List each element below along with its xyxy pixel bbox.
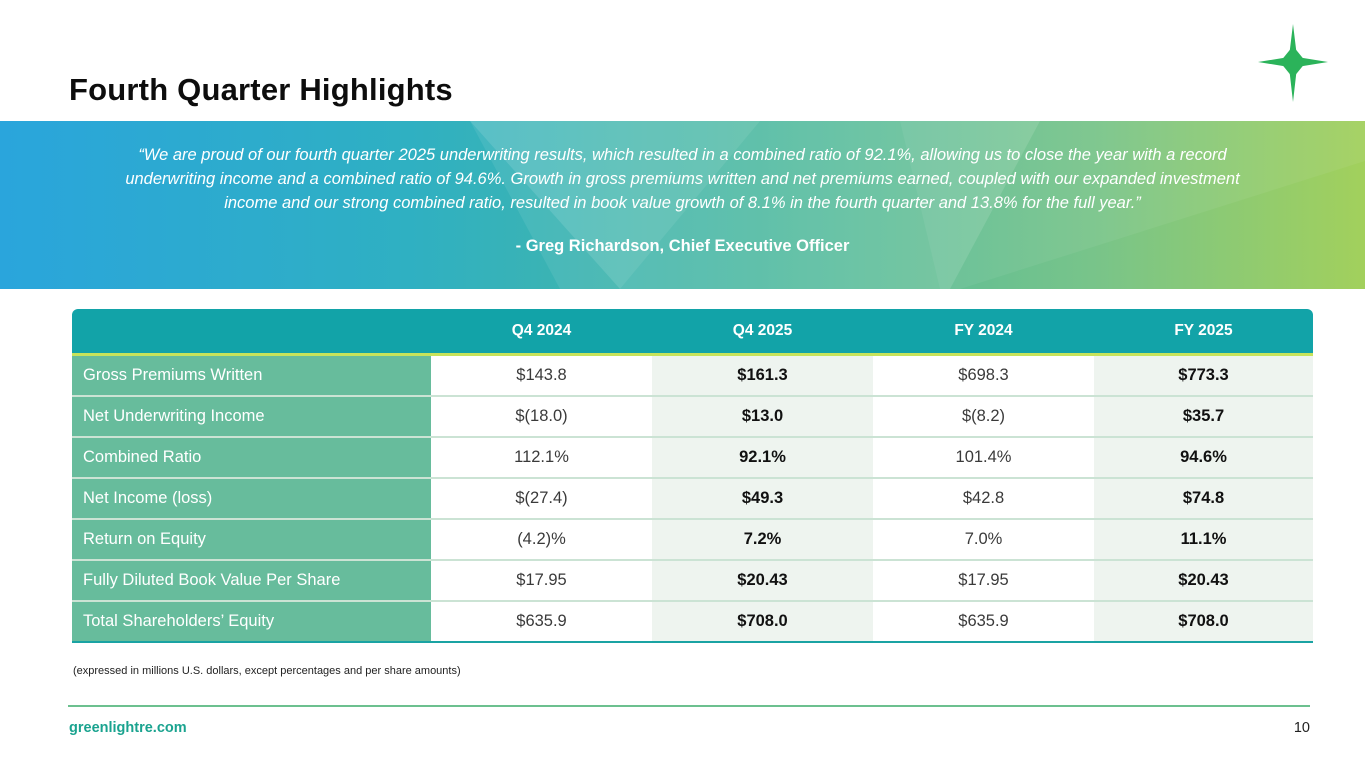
- cell-fy-2024: 101.4%: [873, 438, 1094, 477]
- cell-fy-2025: $74.8: [1094, 479, 1313, 518]
- cell-fy-2025: $35.7: [1094, 397, 1313, 436]
- cell-q4-2025: $49.3: [652, 479, 873, 518]
- cell-q4-2024: $143.8: [431, 356, 652, 395]
- quote-author: - Greg Richardson, Chief Executive Offic…: [515, 237, 850, 255]
- row-label: Gross Premiums Written: [72, 356, 431, 395]
- cell-fy-2025: 11.1%: [1094, 520, 1313, 559]
- table-header: Q4 2024 Q4 2025 FY 2024 FY 2025: [72, 309, 1313, 353]
- cell-q4-2025: 92.1%: [652, 438, 873, 477]
- cell-q4-2025: 7.2%: [652, 520, 873, 559]
- row-label: Return on Equity: [72, 520, 431, 559]
- table-row: Fully Diluted Book Value Per Share $17.9…: [72, 561, 1313, 602]
- cell-q4-2024: $635.9: [431, 602, 652, 641]
- cell-fy-2024: $698.3: [873, 356, 1094, 395]
- cell-fy-2025: $708.0: [1094, 602, 1313, 641]
- header-blank: [72, 309, 431, 353]
- cell-fy-2025: 94.6%: [1094, 438, 1313, 477]
- table-row: Net Income (loss) $(27.4) $49.3 $42.8 $7…: [72, 479, 1313, 520]
- page-title: Fourth Quarter Highlights: [69, 72, 453, 107]
- highlights-table: Q4 2024 Q4 2025 FY 2024 FY 2025 Gross Pr…: [72, 309, 1313, 643]
- row-label: Fully Diluted Book Value Per Share: [72, 561, 431, 600]
- quote-banner: “We are proud of our fourth quarter 2025…: [0, 121, 1365, 289]
- ceo-quote: “We are proud of our fourth quarter 2025…: [125, 146, 1240, 212]
- header-accent-line: [72, 353, 1313, 356]
- row-label: Total Shareholders’ Equity: [72, 602, 431, 641]
- cell-fy-2024: $(8.2): [873, 397, 1094, 436]
- cell-fy-2025: $20.43: [1094, 561, 1313, 600]
- cell-fy-2024: $635.9: [873, 602, 1094, 641]
- table-row: Return on Equity (4.2)% 7.2% 7.0% 11.1%: [72, 520, 1313, 561]
- banner-decoration: [470, 121, 1365, 289]
- cell-q4-2024: (4.2)%: [431, 520, 652, 559]
- table-row: Net Underwriting Income $(18.0) $13.0 $(…: [72, 397, 1313, 438]
- header-q4-2025: Q4 2025: [732, 322, 793, 339]
- page-number: 10: [1293, 720, 1310, 736]
- star-icon: [1258, 24, 1328, 102]
- cell-fy-2024: 7.0%: [873, 520, 1094, 559]
- cell-q4-2025: $13.0: [652, 397, 873, 436]
- cell-q4-2024: 112.1%: [431, 438, 652, 477]
- header-q4-2024: Q4 2024: [511, 322, 572, 339]
- website-link[interactable]: greenlightre.com: [69, 720, 187, 736]
- cell-q4-2024: $(18.0): [431, 397, 652, 436]
- footer-divider: [68, 705, 1310, 707]
- row-label: Combined Ratio: [72, 438, 431, 477]
- header-fy-2025: FY 2025: [1174, 322, 1233, 339]
- footnote: (expressed in millions U.S. dollars, exc…: [73, 665, 461, 677]
- cell-q4-2025: $161.3: [652, 356, 873, 395]
- table-row: Gross Premiums Written $143.8 $161.3 $69…: [72, 356, 1313, 397]
- cell-q4-2024: $(27.4): [431, 479, 652, 518]
- row-label: Net Income (loss): [72, 479, 431, 518]
- cell-q4-2025: $708.0: [652, 602, 873, 641]
- cell-fy-2025: $773.3: [1094, 356, 1313, 395]
- table-row: Combined Ratio 112.1% 92.1% 101.4% 94.6%: [72, 438, 1313, 479]
- header-fy-2024: FY 2024: [954, 322, 1013, 339]
- cell-fy-2024: $17.95: [873, 561, 1094, 600]
- cell-q4-2025: $20.43: [652, 561, 873, 600]
- row-label: Net Underwriting Income: [72, 397, 431, 436]
- cell-fy-2024: $42.8: [873, 479, 1094, 518]
- table-row: Total Shareholders’ Equity $635.9 $708.0…: [72, 602, 1313, 643]
- cell-q4-2024: $17.95: [431, 561, 652, 600]
